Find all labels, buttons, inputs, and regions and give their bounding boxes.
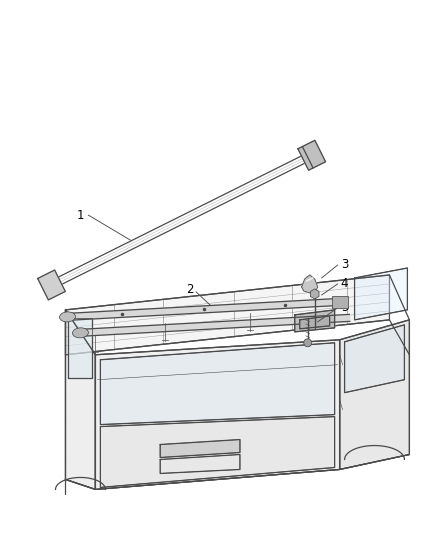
Bar	[332, 296, 348, 308]
Polygon shape	[95, 340, 339, 489]
Ellipse shape	[60, 312, 75, 322]
Polygon shape	[100, 343, 335, 425]
Ellipse shape	[72, 328, 88, 338]
Circle shape	[304, 339, 312, 347]
Polygon shape	[355, 268, 407, 320]
Polygon shape	[295, 310, 335, 332]
Text: 3: 3	[341, 257, 348, 271]
Polygon shape	[339, 320, 410, 470]
Polygon shape	[160, 455, 240, 473]
Polygon shape	[66, 310, 95, 489]
Polygon shape	[66, 275, 389, 355]
Polygon shape	[160, 440, 240, 457]
Polygon shape	[68, 318, 92, 378]
Text: 4: 4	[341, 278, 348, 290]
Polygon shape	[298, 140, 325, 170]
Text: 5: 5	[341, 301, 348, 314]
Polygon shape	[300, 316, 330, 329]
Text: 2: 2	[186, 284, 194, 296]
Polygon shape	[345, 325, 404, 393]
Polygon shape	[38, 270, 65, 300]
Polygon shape	[67, 298, 340, 320]
Polygon shape	[100, 417, 335, 487]
Polygon shape	[302, 275, 318, 293]
Polygon shape	[80, 314, 350, 336]
Text: 1: 1	[77, 208, 84, 222]
